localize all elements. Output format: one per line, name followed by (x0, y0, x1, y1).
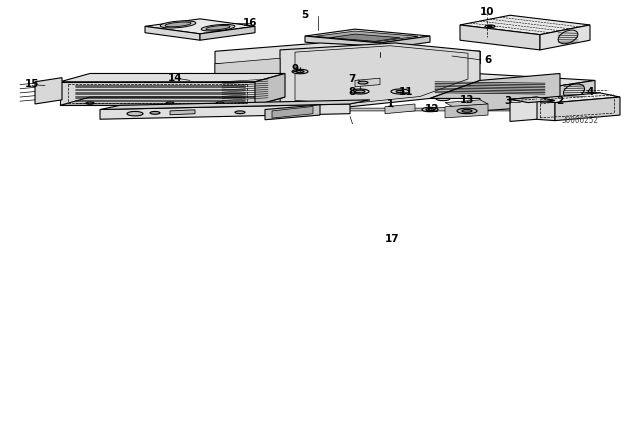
Text: 17: 17 (385, 234, 399, 244)
Polygon shape (510, 97, 537, 121)
Text: 7: 7 (348, 74, 356, 84)
Text: 12: 12 (425, 104, 439, 114)
Text: 16: 16 (243, 18, 257, 28)
Text: 9: 9 (291, 65, 299, 74)
Polygon shape (215, 61, 400, 108)
Polygon shape (280, 43, 480, 107)
Text: 14: 14 (168, 73, 182, 82)
Circle shape (216, 102, 224, 104)
Ellipse shape (165, 22, 191, 27)
Circle shape (355, 90, 365, 93)
Polygon shape (430, 73, 595, 87)
Text: 15: 15 (25, 79, 39, 89)
Polygon shape (460, 25, 540, 50)
Text: 3: 3 (504, 96, 511, 106)
Polygon shape (215, 58, 280, 109)
Polygon shape (295, 46, 468, 104)
Polygon shape (362, 47, 398, 52)
Circle shape (396, 90, 404, 93)
Text: 30006252: 30006252 (561, 116, 598, 125)
Text: 5: 5 (301, 10, 308, 20)
Ellipse shape (206, 26, 230, 30)
Polygon shape (355, 78, 380, 87)
Polygon shape (555, 97, 620, 121)
Polygon shape (430, 80, 550, 101)
Ellipse shape (201, 25, 235, 31)
Text: 13: 13 (460, 95, 474, 105)
Circle shape (462, 109, 472, 112)
Polygon shape (535, 99, 555, 121)
Polygon shape (460, 15, 590, 34)
Polygon shape (60, 73, 285, 82)
Polygon shape (535, 93, 620, 103)
Ellipse shape (558, 30, 578, 44)
Polygon shape (60, 82, 255, 105)
Circle shape (296, 70, 304, 73)
Polygon shape (215, 103, 560, 111)
Polygon shape (145, 19, 255, 34)
Polygon shape (100, 100, 370, 109)
Polygon shape (540, 25, 590, 50)
Circle shape (292, 69, 308, 74)
Circle shape (127, 112, 143, 116)
Polygon shape (305, 29, 430, 43)
Circle shape (436, 97, 450, 101)
Circle shape (375, 58, 385, 61)
Polygon shape (550, 80, 595, 101)
Polygon shape (272, 107, 313, 118)
Circle shape (371, 57, 389, 62)
Circle shape (351, 89, 369, 94)
Circle shape (358, 81, 368, 84)
Circle shape (426, 108, 434, 111)
Polygon shape (200, 26, 255, 40)
Polygon shape (510, 97, 555, 103)
Polygon shape (305, 36, 380, 49)
Circle shape (150, 112, 160, 114)
Circle shape (391, 89, 409, 94)
Polygon shape (145, 26, 200, 40)
Polygon shape (170, 110, 195, 115)
Polygon shape (100, 104, 350, 119)
Polygon shape (385, 104, 415, 114)
Text: 11: 11 (399, 87, 413, 97)
Circle shape (86, 102, 94, 104)
Polygon shape (215, 43, 480, 72)
Text: 8: 8 (348, 87, 356, 97)
Polygon shape (400, 52, 480, 72)
Text: 6: 6 (484, 55, 492, 65)
Polygon shape (315, 31, 418, 42)
Circle shape (422, 108, 438, 112)
Polygon shape (430, 73, 560, 111)
Polygon shape (445, 100, 488, 107)
Polygon shape (220, 75, 270, 105)
Polygon shape (330, 34, 400, 41)
Text: 2: 2 (556, 96, 564, 106)
Polygon shape (445, 104, 488, 118)
Text: 10: 10 (480, 8, 494, 17)
Circle shape (457, 108, 477, 114)
Circle shape (166, 102, 174, 104)
Polygon shape (60, 97, 285, 105)
Polygon shape (380, 36, 430, 49)
Circle shape (235, 111, 245, 114)
Ellipse shape (563, 84, 584, 98)
Polygon shape (35, 78, 62, 104)
Polygon shape (265, 105, 320, 120)
Ellipse shape (160, 21, 196, 28)
Circle shape (488, 26, 492, 27)
Circle shape (485, 25, 495, 28)
Text: 1: 1 (387, 99, 394, 109)
Polygon shape (255, 73, 285, 105)
Text: 4: 4 (586, 87, 594, 97)
